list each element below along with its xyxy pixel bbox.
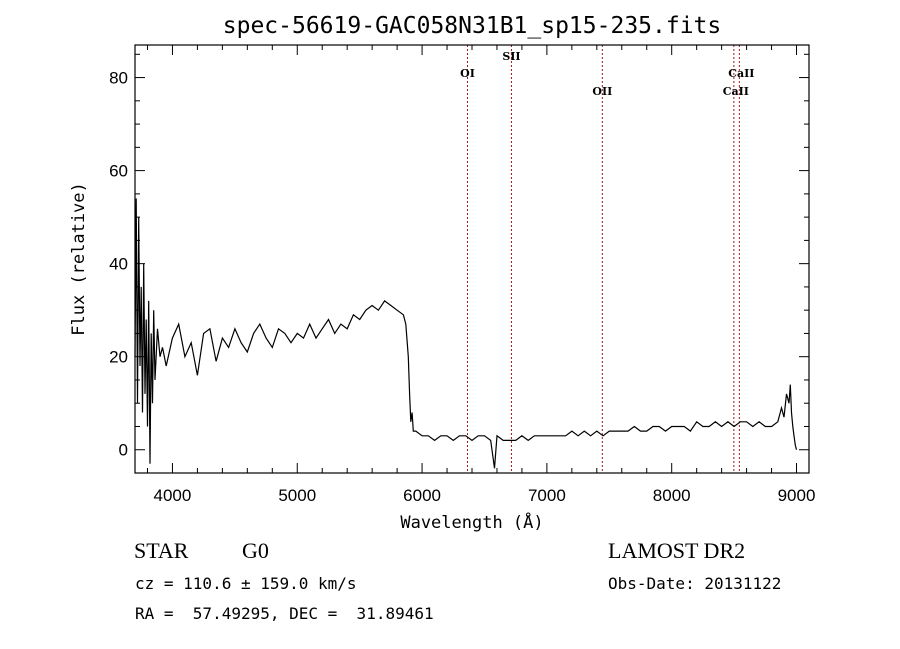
y-tick-label: 80 [109,69,128,88]
y-tick-label: 0 [119,441,128,460]
x-tick-label: 7000 [528,486,566,505]
coordinates-info: RA = 57.49295, DEC = 31.89461 [135,604,434,623]
x-tick-label: 9000 [778,486,816,505]
axis-ticks: 4000 5000 6000 7000 8000 9000 0 20 40 60 80 [109,45,815,505]
chart-title: spec-56619-GAC058N31B1_sp15-235.fits [223,13,722,39]
redshift-info: cz = 110.6 ± 159.0 km/s [135,574,357,593]
x-axis-label: Wavelength (Å) [400,511,543,533]
spectral-line-label: CaII [723,85,749,98]
y-tick-label: 40 [109,255,128,274]
obs-date-info: Obs-Date: 20131122 [608,574,782,593]
plot-frame [134,44,810,474]
x-tick-label: 6000 [403,486,441,505]
object-class: STAR [134,538,189,563]
x-tick-label: 5000 [278,486,316,505]
y-axis-label: Flux (relative) [69,182,89,336]
spectral-line-markers: OI SII OII CaII CaII [460,45,754,473]
x-tick-label: 4000 [154,486,192,505]
y-tick-label: 20 [109,348,128,367]
object-subclass: G0 [242,538,269,563]
y-tick-label: 60 [109,162,128,181]
spectral-line-label: SII [502,50,520,63]
spectrum-line [134,198,798,469]
spectral-line-label: OII [592,85,612,98]
spectral-line-label: CaII [728,67,754,80]
survey-name: LAMOST DR2 [608,538,746,563]
spectral-line-label: OI [460,67,475,80]
x-tick-label: 8000 [653,486,691,505]
